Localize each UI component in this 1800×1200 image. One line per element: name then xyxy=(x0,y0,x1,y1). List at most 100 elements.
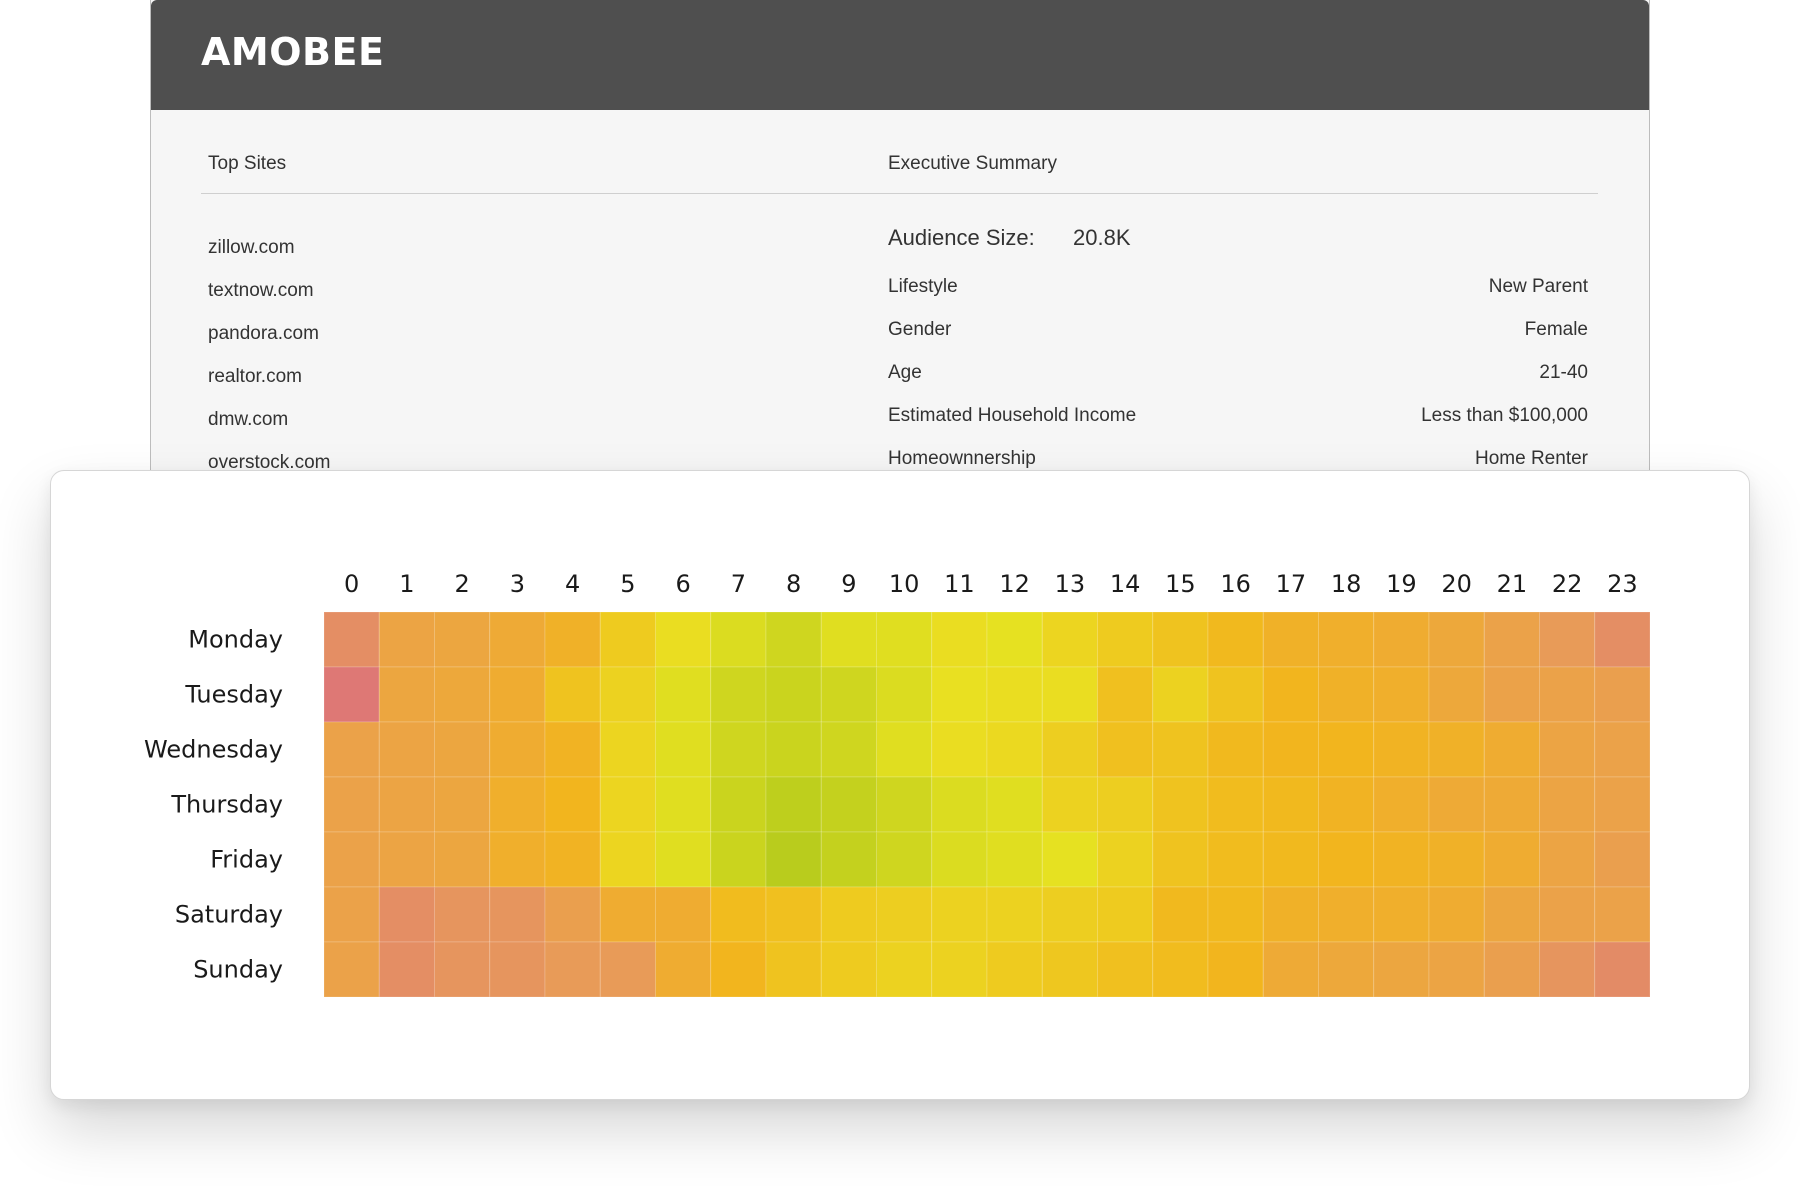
heatmap-cell[interactable] xyxy=(1594,721,1651,778)
heatmap-cell[interactable] xyxy=(655,941,712,998)
heatmap-cell[interactable] xyxy=(876,666,933,723)
heatmap-cell[interactable] xyxy=(599,721,656,778)
heatmap-cell[interactable] xyxy=(655,776,712,833)
heatmap-cell[interactable] xyxy=(544,721,601,778)
heatmap-cell[interactable] xyxy=(544,666,601,723)
heatmap-cell[interactable] xyxy=(434,886,491,943)
heatmap-cell[interactable] xyxy=(1483,886,1540,943)
heatmap-cell[interactable] xyxy=(544,831,601,888)
heatmap-cell[interactable] xyxy=(1262,941,1319,998)
heatmap-cell[interactable] xyxy=(1318,721,1375,778)
heatmap-cell[interactable] xyxy=(1262,776,1319,833)
heatmap-cell[interactable] xyxy=(931,721,988,778)
heatmap-cell[interactable] xyxy=(876,941,933,998)
heatmap-cell[interactable] xyxy=(986,776,1043,833)
site-item[interactable]: zillow.com xyxy=(208,237,295,258)
heatmap-cell[interactable] xyxy=(931,941,988,998)
heatmap-cell[interactable] xyxy=(1428,666,1485,723)
heatmap-cell[interactable] xyxy=(655,831,712,888)
heatmap-cell[interactable] xyxy=(710,831,767,888)
heatmap-cell[interactable] xyxy=(1594,831,1651,888)
heatmap-cell[interactable] xyxy=(1041,831,1098,888)
heatmap-cell[interactable] xyxy=(1539,721,1596,778)
heatmap-cell[interactable] xyxy=(1318,831,1375,888)
heatmap-cell[interactable] xyxy=(378,611,435,668)
heatmap-cell[interactable] xyxy=(1097,721,1154,778)
heatmap-cell[interactable] xyxy=(1207,941,1264,998)
heatmap-cell[interactable] xyxy=(434,831,491,888)
heatmap-cell[interactable] xyxy=(820,831,877,888)
heatmap-cell[interactable] xyxy=(1262,611,1319,668)
heatmap-cell[interactable] xyxy=(544,776,601,833)
heatmap-cell[interactable] xyxy=(1483,941,1540,998)
heatmap-cell[interactable] xyxy=(710,666,767,723)
heatmap-cell[interactable] xyxy=(1483,666,1540,723)
heatmap-cell[interactable] xyxy=(1041,721,1098,778)
heatmap-cell[interactable] xyxy=(323,721,380,778)
heatmap-cell[interactable] xyxy=(599,776,656,833)
heatmap-cell[interactable] xyxy=(986,886,1043,943)
heatmap-cell[interactable] xyxy=(1262,666,1319,723)
heatmap-cell[interactable] xyxy=(655,886,712,943)
heatmap-cell[interactable] xyxy=(765,776,822,833)
site-item[interactable]: realtor.com xyxy=(208,366,302,387)
heatmap-cell[interactable] xyxy=(1152,721,1209,778)
heatmap-cell[interactable] xyxy=(986,721,1043,778)
heatmap-cell[interactable] xyxy=(489,666,546,723)
heatmap-cell[interactable] xyxy=(599,831,656,888)
heatmap-cell[interactable] xyxy=(1373,941,1430,998)
heatmap-cell[interactable] xyxy=(489,886,546,943)
heatmap-cell[interactable] xyxy=(931,666,988,723)
heatmap-cell[interactable] xyxy=(489,776,546,833)
heatmap-cell[interactable] xyxy=(1373,886,1430,943)
heatmap-cell[interactable] xyxy=(986,611,1043,668)
heatmap-cell[interactable] xyxy=(489,611,546,668)
heatmap-cell[interactable] xyxy=(820,941,877,998)
heatmap-cell[interactable] xyxy=(434,611,491,668)
heatmap-cell[interactable] xyxy=(986,941,1043,998)
heatmap-cell[interactable] xyxy=(1207,666,1264,723)
heatmap-cell[interactable] xyxy=(489,941,546,998)
heatmap-cell[interactable] xyxy=(1428,721,1485,778)
heatmap-cell[interactable] xyxy=(1318,611,1375,668)
heatmap-cell[interactable] xyxy=(765,721,822,778)
heatmap-cell[interactable] xyxy=(1152,831,1209,888)
heatmap-cell[interactable] xyxy=(1483,831,1540,888)
heatmap-cell[interactable] xyxy=(820,611,877,668)
heatmap-cell[interactable] xyxy=(544,611,601,668)
heatmap-cell[interactable] xyxy=(323,886,380,943)
heatmap-cell[interactable] xyxy=(765,611,822,668)
heatmap-cell[interactable] xyxy=(434,776,491,833)
heatmap-cell[interactable] xyxy=(765,941,822,998)
heatmap-cell[interactable] xyxy=(599,666,656,723)
heatmap-cell[interactable] xyxy=(1262,831,1319,888)
heatmap-cell[interactable] xyxy=(378,831,435,888)
heatmap-cell[interactable] xyxy=(710,776,767,833)
heatmap-cell[interactable] xyxy=(544,886,601,943)
heatmap-cell[interactable] xyxy=(1207,611,1264,668)
heatmap-cell[interactable] xyxy=(1594,611,1651,668)
heatmap-cell[interactable] xyxy=(1539,886,1596,943)
heatmap-cell[interactable] xyxy=(1428,776,1485,833)
heatmap-cell[interactable] xyxy=(1152,666,1209,723)
heatmap-cell[interactable] xyxy=(434,721,491,778)
heatmap-cell[interactable] xyxy=(489,831,546,888)
heatmap-cell[interactable] xyxy=(1483,611,1540,668)
heatmap-cell[interactable] xyxy=(1152,611,1209,668)
heatmap-cell[interactable] xyxy=(378,941,435,998)
heatmap-cell[interactable] xyxy=(1041,886,1098,943)
heatmap-cell[interactable] xyxy=(1539,666,1596,723)
heatmap-cell[interactable] xyxy=(876,776,933,833)
heatmap-cell[interactable] xyxy=(1097,831,1154,888)
heatmap-cell[interactable] xyxy=(986,666,1043,723)
heatmap-cell[interactable] xyxy=(378,721,435,778)
heatmap-cell[interactable] xyxy=(710,611,767,668)
heatmap-cell[interactable] xyxy=(931,831,988,888)
heatmap-cell[interactable] xyxy=(931,886,988,943)
heatmap-cell[interactable] xyxy=(1428,886,1485,943)
heatmap-cell[interactable] xyxy=(1318,776,1375,833)
heatmap-cell[interactable] xyxy=(1373,721,1430,778)
heatmap-cell[interactable] xyxy=(544,941,601,998)
heatmap-cell[interactable] xyxy=(1041,611,1098,668)
heatmap-cell[interactable] xyxy=(876,611,933,668)
